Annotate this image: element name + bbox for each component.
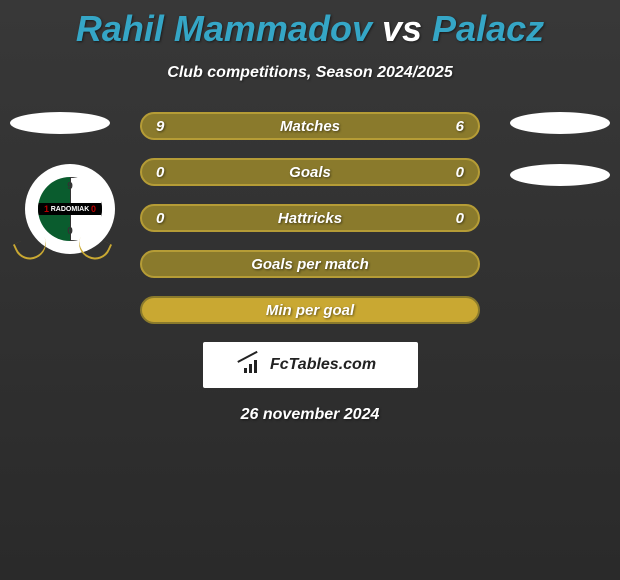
laurel-icon [20, 239, 105, 259]
stat-row-matches: 9 Matches 6 [140, 112, 480, 140]
stat-right-value: 0 [456, 164, 464, 181]
chart-icon [244, 357, 264, 373]
attribution-badge[interactable]: FcTables.com [203, 342, 418, 388]
player-left-name: Rahil Mammadov [76, 8, 372, 49]
logo-right-number: 0 [91, 204, 96, 214]
right-badge-column [510, 112, 610, 216]
date-label: 26 november 2024 [0, 406, 620, 424]
stat-left-value: 0 [156, 210, 164, 227]
page-title: Rahil Mammadov vs Palacz [0, 0, 620, 50]
stats-container: 9 Matches 6 0 Goals 0 0 Hattricks 0 Goal… [140, 112, 480, 324]
stat-row-hattricks: 0 Hattricks 0 [140, 204, 480, 232]
stat-left-value: 0 [156, 164, 164, 181]
stat-row-goals-per-match: Goals per match [140, 250, 480, 278]
stat-label: Matches [164, 118, 455, 135]
stat-right-value: 0 [456, 210, 464, 227]
vs-label: vs [382, 8, 432, 49]
stat-row-min-per-goal: Min per goal [140, 296, 480, 324]
logo-top-number: 9 [38, 181, 102, 192]
player-right-name: Palacz [432, 8, 544, 49]
stat-label: Goals [164, 164, 455, 181]
logo-left-number: 1 [44, 204, 49, 214]
right-flag-placeholder-1 [510, 112, 610, 134]
left-badge-column: 9 RADOMIAK 0 1 0 [10, 112, 115, 254]
left-flag-placeholder [10, 112, 110, 134]
attribution-text: FcTables.com [270, 356, 376, 374]
stat-right-value: 6 [456, 118, 464, 135]
left-club-logo: 9 RADOMIAK 0 1 0 [25, 164, 115, 254]
right-flag-placeholder-2 [510, 164, 610, 186]
stat-label: Hattricks [164, 210, 455, 227]
stat-label: Goals per match [156, 256, 464, 273]
stat-left-value: 9 [156, 118, 164, 135]
stat-label: Min per goal [156, 302, 464, 319]
stat-row-goals: 0 Goals 0 [140, 158, 480, 186]
subtitle: Club competitions, Season 2024/2025 [0, 64, 620, 82]
main-area: 9 RADOMIAK 0 1 0 9 Matches 6 0 Goals 0 0… [0, 112, 620, 424]
club-logo-graphic: 9 RADOMIAK 0 1 0 [38, 177, 102, 241]
